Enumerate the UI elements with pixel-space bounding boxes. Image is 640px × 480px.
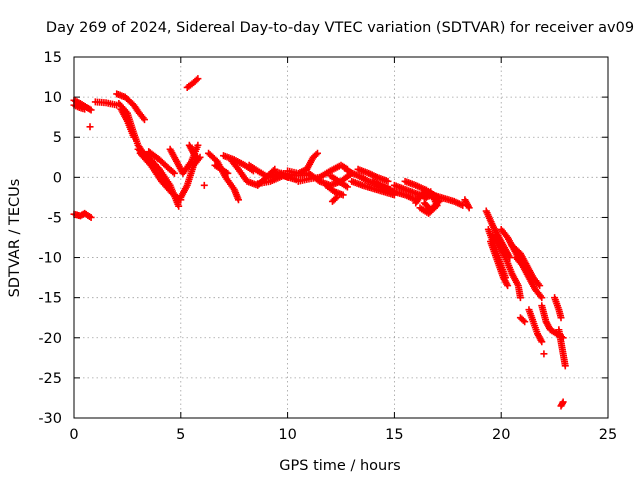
data-point — [140, 116, 148, 124]
data-point — [314, 149, 322, 157]
x-tick-label: 10 — [278, 427, 296, 443]
data-point — [200, 181, 208, 189]
data-point — [540, 350, 548, 358]
x-tick-label: 0 — [69, 427, 78, 443]
data-point — [420, 199, 428, 207]
data-point — [87, 106, 95, 114]
x-tick-label: 5 — [176, 427, 185, 443]
data-point — [312, 151, 320, 159]
y-tick-label: 10 — [44, 90, 62, 106]
data-point — [459, 201, 467, 209]
y-tick-label: -15 — [38, 291, 62, 307]
data-point — [86, 123, 94, 131]
x-tick-label: 20 — [492, 427, 510, 443]
data-point — [343, 183, 351, 191]
data-point — [192, 76, 200, 84]
data-point — [384, 177, 392, 185]
y-tick-label: -5 — [48, 210, 62, 226]
data-point — [557, 314, 565, 322]
plot-border — [73, 56, 609, 419]
data-point — [130, 133, 138, 141]
x-axis-label: GPS time / hours — [279, 458, 400, 474]
y-tick-label: -20 — [38, 331, 62, 347]
data-point — [170, 169, 178, 177]
data-point — [339, 191, 347, 199]
data-point — [559, 398, 567, 406]
y-tick-label: 15 — [44, 50, 62, 66]
y-tick-label: -25 — [38, 371, 62, 387]
data-points — [70, 75, 569, 410]
data-point — [416, 204, 424, 212]
y-tick-label: 5 — [53, 130, 62, 146]
data-point — [516, 294, 524, 302]
y-tick-label: -10 — [38, 251, 62, 267]
data-point — [331, 195, 339, 203]
data-point — [465, 204, 473, 212]
y-tick-label: -30 — [38, 411, 62, 427]
data-point — [504, 282, 512, 290]
data-point — [519, 316, 527, 324]
x-tick-label: 25 — [599, 427, 617, 443]
data-point — [194, 75, 202, 83]
data-point — [333, 193, 341, 201]
x-axis-ticks: 0 5 10 15 20 25 — [69, 57, 617, 443]
x-tick-label: 15 — [385, 427, 403, 443]
data-point — [538, 338, 546, 346]
data-point — [81, 105, 89, 113]
y-axis-ticks: 15 10 5 0 -5 -10 -15 -20 -25 -30 — [38, 50, 608, 427]
data-point — [194, 141, 202, 149]
data-point — [561, 362, 569, 370]
data-point — [175, 202, 183, 210]
data-point — [194, 155, 202, 163]
data-point — [234, 196, 242, 204]
data-point — [87, 213, 95, 221]
data-point — [538, 294, 546, 302]
data-point — [422, 200, 430, 208]
data-point — [193, 153, 201, 161]
data-point — [224, 169, 232, 177]
y-tick-label: 0 — [53, 170, 62, 186]
chart-title: Day 269 of 2024, Sidereal Day-to-day VTE… — [46, 20, 634, 36]
y-axis-label: SDTVAR / TECUs — [7, 179, 23, 298]
data-point — [521, 318, 529, 326]
data-point — [536, 282, 544, 290]
